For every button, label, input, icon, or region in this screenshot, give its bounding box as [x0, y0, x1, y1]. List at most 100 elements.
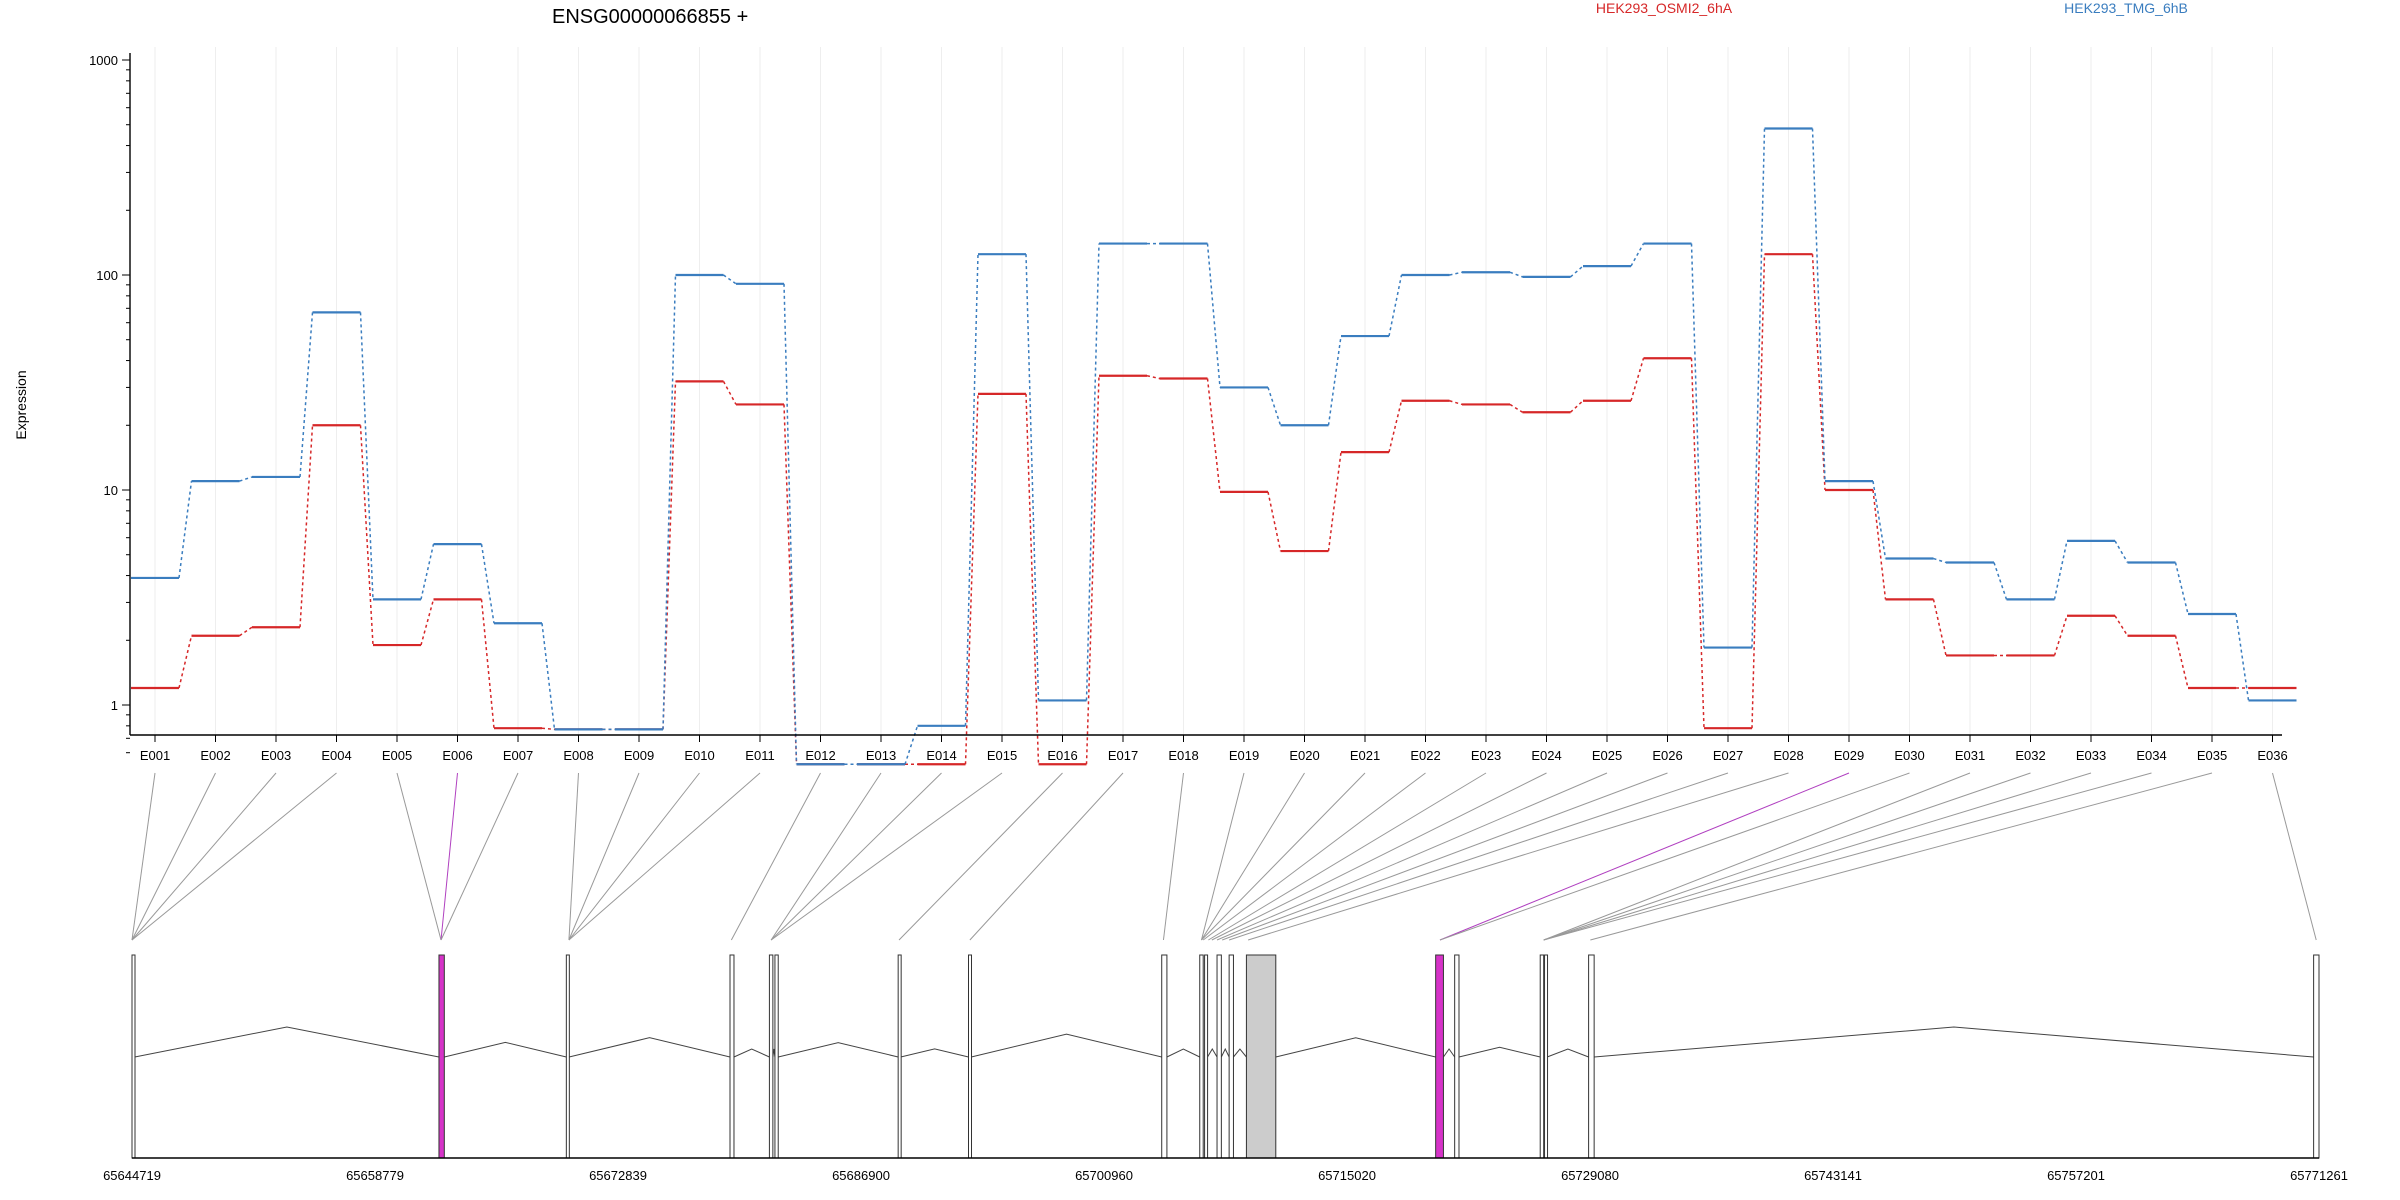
exon-connector-E025 [1216, 772, 1608, 941]
exon-connector-E004 [131, 772, 337, 941]
exon-connector-E012 [730, 772, 821, 941]
series-connector [1933, 557, 1947, 564]
intron [1546, 1048, 1589, 1058]
intron [1594, 1026, 2314, 1058]
x-tick-label: E023 [1471, 748, 1501, 763]
x-tick-label: E010 [684, 748, 714, 763]
series-connector [1085, 243, 1100, 701]
x-tick-label: E002 [200, 748, 230, 763]
genome-tick-label: 65686900 [832, 1168, 890, 1183]
series-connector [1993, 562, 2008, 600]
series-connector [2053, 540, 2068, 600]
x-tick-label: E013 [866, 748, 896, 763]
series-connector [783, 283, 798, 765]
y-tick-label: 1000 [89, 53, 118, 68]
legend-series-1[interactable]: HEK293_OSMI2_6hA [1596, 0, 1733, 16]
x-tick-label: E003 [261, 748, 291, 763]
exon-block[interactable] [131, 954, 136, 1159]
intron [1166, 1048, 1200, 1058]
y-tick-label: 100 [96, 268, 118, 283]
exon-connector-E005 [396, 772, 442, 941]
exon-block[interactable] [1245, 954, 1277, 1159]
exon-block[interactable] [1588, 954, 1595, 1159]
exon-connector-E036 [2272, 772, 2317, 941]
series-connector [420, 543, 435, 600]
x-tick-label: E012 [805, 748, 835, 763]
exon-block[interactable] [1204, 954, 1209, 1159]
series-layer [131, 127, 2297, 766]
exon-block[interactable] [1435, 954, 1444, 1159]
x-tick-label: E033 [2076, 748, 2106, 763]
x-tick-label: E017 [1108, 748, 1138, 763]
series-connector [1811, 254, 1826, 491]
x-tick-label: E008 [563, 748, 593, 763]
exon-connector-E007 [440, 772, 519, 941]
exon-block[interactable] [774, 954, 779, 1159]
exon-connector-E017 [969, 772, 1124, 941]
series-connector [1267, 387, 1282, 426]
exon-block[interactable] [768, 954, 774, 1159]
intron [1458, 1046, 1541, 1058]
x-tick-label: E018 [1168, 748, 1198, 763]
series-connector [2235, 613, 2250, 701]
series-connector [1025, 254, 1040, 701]
x-tick-label: E032 [2015, 748, 2045, 763]
exon-block[interactable] [2313, 954, 2320, 1159]
x-tick-label: E030 [1894, 748, 1924, 763]
x-tick-label: E031 [1955, 748, 1985, 763]
exon-block[interactable] [1199, 954, 1204, 1159]
series-connector [1509, 403, 1523, 413]
series-connector [1146, 375, 1160, 380]
series-2 [131, 127, 2297, 766]
exon-block[interactable] [1228, 954, 1234, 1159]
exon-connector-E026 [1222, 772, 1668, 941]
series-connector [420, 599, 435, 646]
chart-title: ENSG00000066855 + [552, 6, 748, 28]
intron [444, 1041, 567, 1058]
exon-connector-E024 [1211, 772, 1547, 941]
exon-block[interactable] [968, 954, 973, 1159]
series-connector [904, 725, 919, 765]
exon-block[interactable] [1544, 954, 1549, 1159]
intron [134, 1026, 440, 1058]
x-tick-label: E021 [1350, 748, 1380, 763]
series-connector [1449, 271, 1463, 276]
series-connector [1690, 358, 1705, 729]
x-tick-label: E001 [140, 748, 170, 763]
exon-connector-E029 [1439, 772, 1850, 941]
exon-connector-E033 [1543, 772, 2092, 941]
x-axis: E001 E002 E003 E004 E005 E006 E007 E008 E009 E010… [130, 734, 2288, 763]
exon-block[interactable] [729, 954, 735, 1159]
series-connector [1327, 452, 1342, 552]
exon-block[interactable] [897, 954, 902, 1159]
series-connector [1872, 489, 1887, 600]
exon-block[interactable] [565, 954, 570, 1159]
exon-connector-E003 [131, 772, 277, 941]
intron [1275, 1037, 1436, 1058]
x-tick-label: E004 [321, 748, 351, 763]
series-connector [662, 381, 677, 730]
genome-tick-label: 65729080 [1561, 1168, 1619, 1183]
series-connector [2053, 615, 2068, 656]
exon-block[interactable] [1216, 954, 1222, 1159]
exon-connector-E010 [568, 772, 700, 941]
x-tick-label: E009 [624, 748, 654, 763]
legend-series-2[interactable]: HEK293_TMG_6hB [2064, 0, 2188, 16]
x-tick-label: E011 [745, 748, 774, 763]
genome-tick-label: 65658779 [346, 1168, 404, 1183]
genome-axis: 65644719 65658779 65672839 65686900 65700960… [103, 1157, 2348, 1183]
x-tick-label: E015 [987, 748, 1017, 763]
x-tick-label: E007 [503, 748, 533, 763]
series-connector [1570, 265, 1584, 278]
exon-block[interactable] [1161, 954, 1168, 1159]
exon-block[interactable] [1454, 954, 1460, 1159]
x-tick-label: E036 [2257, 748, 2287, 763]
series-1 [131, 253, 2297, 766]
exon-block[interactable] [438, 954, 445, 1159]
x-tick-label: E019 [1229, 748, 1259, 763]
exon-connector-E031 [1543, 772, 1971, 941]
x-tick-label: E026 [1652, 748, 1682, 763]
exon-connector-E001 [131, 772, 156, 941]
series-connector [541, 623, 556, 730]
exon-block[interactable] [1539, 954, 1545, 1159]
